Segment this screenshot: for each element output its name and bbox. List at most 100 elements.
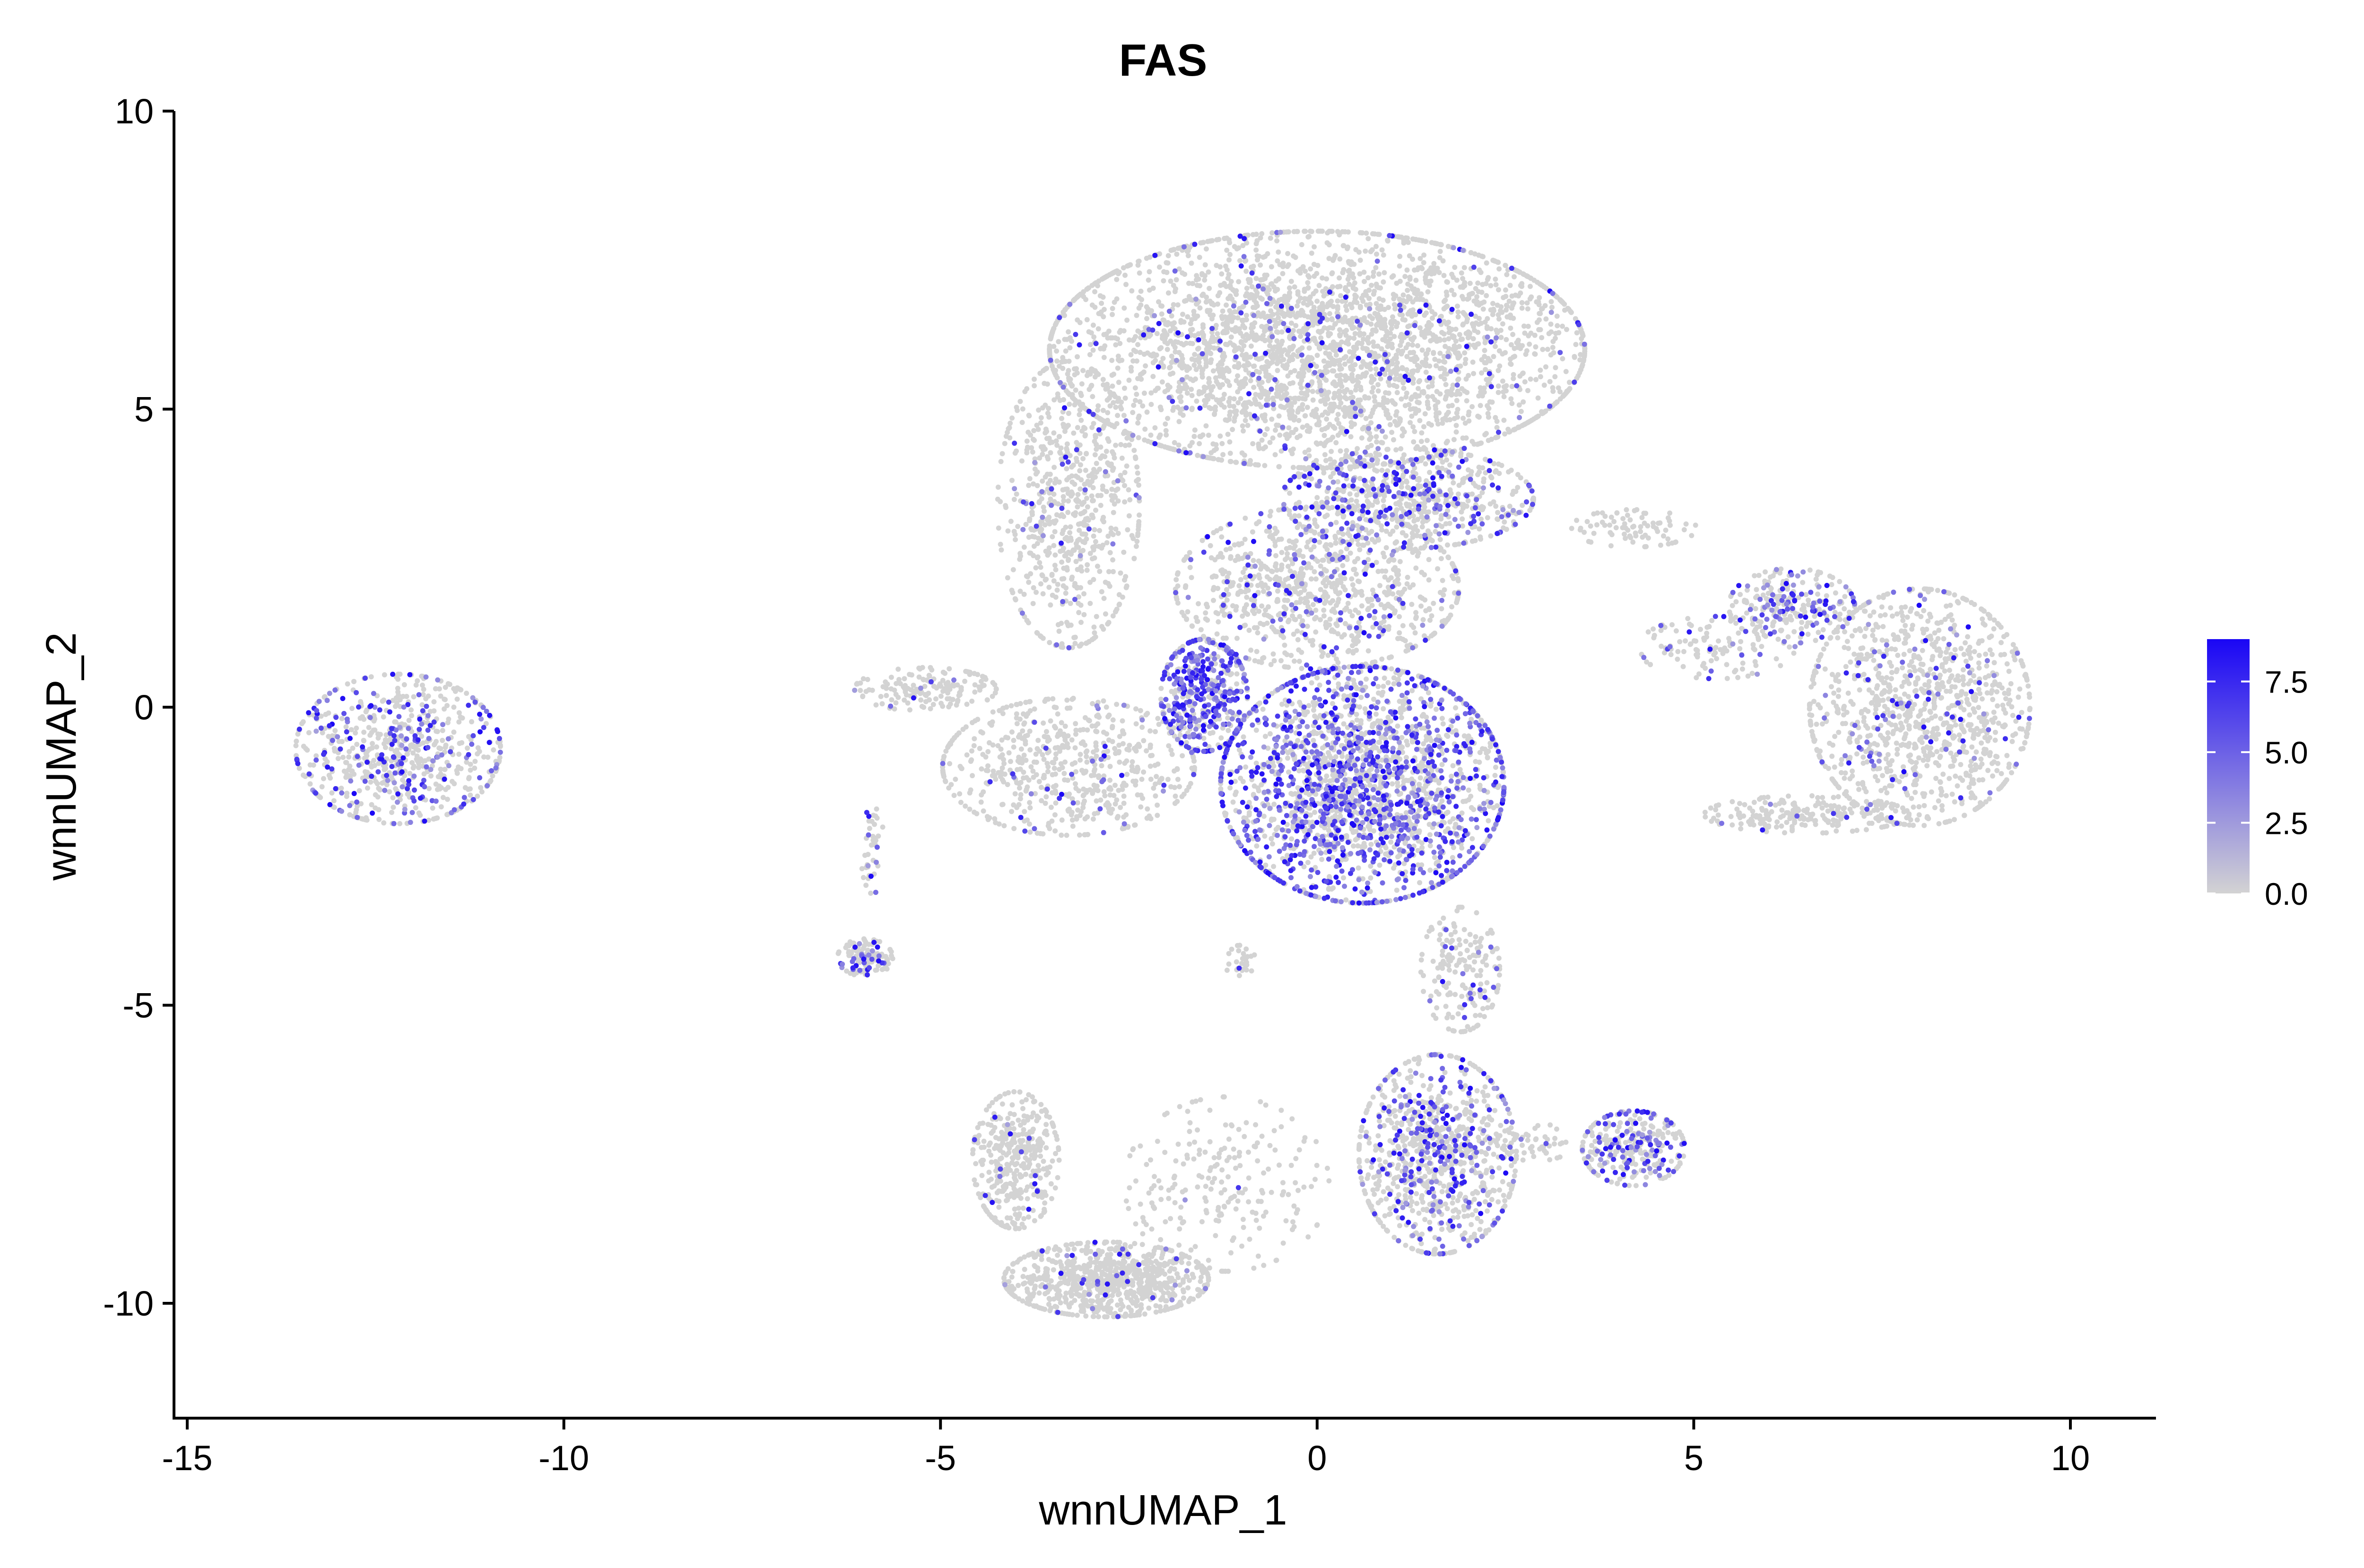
- cell-point: [1501, 417, 1507, 423]
- cell-point: [1112, 335, 1118, 341]
- cell-point: [1338, 293, 1344, 299]
- cell-point: [1268, 235, 1273, 241]
- cell-point: [1406, 240, 1411, 245]
- cell-point: [1264, 359, 1270, 364]
- cell-point: [1422, 411, 1428, 416]
- cell-point: [1165, 253, 1171, 259]
- cell-point: [1557, 396, 1563, 402]
- cell-point: [1419, 347, 1425, 353]
- cell-point: [1252, 320, 1258, 326]
- cell-point: [306, 730, 312, 736]
- cell-point: [1165, 703, 1171, 709]
- cell-point: [1539, 283, 1545, 288]
- cell-point: [468, 737, 474, 743]
- cell-point: [1370, 328, 1375, 333]
- cell-point: [1104, 331, 1109, 337]
- cell-point: [1367, 437, 1373, 442]
- cell-point: [1454, 398, 1460, 403]
- cell-point: [329, 790, 335, 796]
- cell-point: [1508, 325, 1513, 331]
- cell-point: [1081, 612, 1087, 617]
- cell-point: [320, 730, 325, 736]
- cell-point: [1433, 241, 1439, 246]
- cell-point: [1035, 536, 1041, 541]
- cell-point: [1257, 370, 1262, 375]
- cell-point: [1215, 381, 1221, 387]
- cell-point: [1216, 457, 1221, 462]
- cell-point: [1003, 503, 1008, 509]
- cell-point: [1287, 381, 1293, 386]
- cell-point: [1075, 354, 1080, 360]
- cell-point: [1224, 302, 1229, 308]
- cell-point: [1208, 312, 1213, 318]
- cell-point: [1253, 761, 1259, 766]
- cell-point: [1270, 312, 1276, 317]
- cell-point: [1260, 254, 1266, 260]
- cell-point: [1423, 369, 1429, 375]
- cell-point: [1430, 332, 1436, 338]
- cell-point: [431, 708, 437, 714]
- cell-point: [1434, 494, 1440, 500]
- cell-point: [1436, 270, 1442, 275]
- cell-point: [1177, 363, 1182, 368]
- cell-point: [1243, 317, 1249, 322]
- cell-point: [1361, 331, 1367, 337]
- cell-point: [1549, 304, 1555, 310]
- cell-point: [1272, 452, 1278, 458]
- cell-point: [1170, 371, 1176, 376]
- cell-point: [388, 746, 394, 752]
- cell-point: [1153, 358, 1158, 364]
- cell-point: [1269, 264, 1274, 269]
- cell-point: [364, 753, 370, 759]
- cell-point: [1147, 269, 1152, 275]
- cell-point: [1234, 408, 1239, 414]
- cell-point: [1331, 344, 1337, 349]
- cell-point: [1515, 269, 1521, 274]
- cell-point: [1078, 477, 1084, 483]
- cell-point: [1054, 348, 1060, 354]
- cell-point: [406, 718, 412, 723]
- cell-point: [1067, 391, 1072, 397]
- cell-point: [1354, 383, 1359, 389]
- cell-point: [1110, 312, 1115, 317]
- cell-point: [1528, 330, 1534, 336]
- cell-point: [1325, 396, 1330, 402]
- cell-point: [1489, 436, 1495, 442]
- cell-point: [1480, 254, 1486, 260]
- cell-point: [1509, 384, 1515, 389]
- cell-point: [1286, 425, 1292, 431]
- cell-point: [1137, 512, 1142, 518]
- cell-point: [465, 745, 470, 751]
- cell-point: [1372, 394, 1377, 399]
- cell-point: [1302, 366, 1307, 371]
- chart-title: FAS: [1119, 35, 1208, 86]
- cell-point: [1203, 361, 1209, 366]
- cell-point: [1186, 294, 1192, 299]
- cell-point: [1560, 323, 1565, 329]
- cell-point: [1504, 314, 1510, 320]
- cell-point: [1085, 562, 1090, 568]
- cell-point: [1365, 445, 1371, 450]
- cell-point: [351, 679, 356, 684]
- cell-point: [1455, 303, 1460, 309]
- cell-point: [1501, 295, 1506, 300]
- cell-point: [1462, 350, 1468, 355]
- cell-point: [1501, 394, 1507, 399]
- cell-point: [1419, 524, 1425, 529]
- cell-point: [1402, 274, 1408, 279]
- cell-point: [1421, 424, 1426, 430]
- cell-point: [1543, 316, 1549, 322]
- cell-point: [376, 786, 382, 791]
- cell-point: [1221, 281, 1227, 286]
- cell-point: [1158, 345, 1164, 351]
- cell-point: [1522, 330, 1528, 336]
- cell-point: [1532, 351, 1538, 357]
- cell-point: [1093, 280, 1099, 286]
- cell-point: [1578, 367, 1584, 373]
- cell-point: [1165, 347, 1170, 352]
- cell-point: [381, 714, 386, 720]
- cell-point: [1426, 320, 1432, 325]
- cell-point: [1117, 341, 1123, 347]
- cell-point: [1485, 277, 1490, 282]
- cell-point: [1217, 290, 1223, 295]
